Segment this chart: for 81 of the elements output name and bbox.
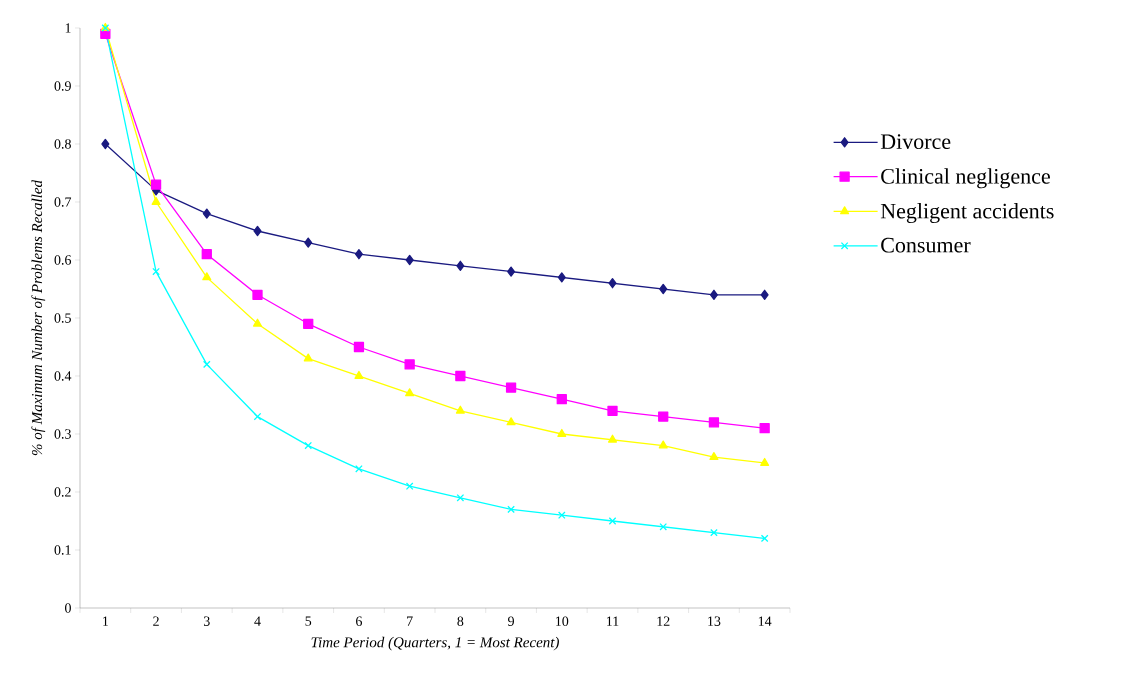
- x-tick-label: 9: [508, 616, 514, 626]
- point: [455, 405, 465, 414]
- point: [303, 353, 313, 362]
- point: [557, 272, 566, 283]
- x-tick-label: 10: [556, 616, 569, 626]
- legend-label: Negligent accidents: [880, 203, 1054, 224]
- legend-label: Divorce: [880, 134, 951, 150]
- point: [507, 505, 515, 514]
- point: [556, 394, 567, 405]
- point: [608, 517, 617, 525]
- point: [608, 278, 617, 289]
- point: [152, 267, 160, 276]
- x-tick-label: 13: [708, 616, 721, 626]
- point: [202, 208, 211, 219]
- point: [355, 464, 363, 473]
- x-tick-label: 6: [356, 616, 363, 626]
- y-tick-label: 0.7: [54, 197, 72, 207]
- x-axis-title: Time Period (Quarters, 1 = Most Recent): [311, 636, 559, 651]
- point: [201, 249, 212, 260]
- point: [405, 388, 415, 397]
- x-tick-label: 2: [153, 616, 159, 626]
- point: [658, 411, 669, 422]
- point: [557, 428, 567, 437]
- x-tick-label: 7: [407, 616, 413, 626]
- point: [202, 272, 212, 281]
- point: [151, 196, 161, 205]
- y-tick-label: 0.2: [54, 487, 71, 497]
- point: [708, 417, 720, 428]
- point: [759, 423, 770, 434]
- point: [404, 359, 415, 370]
- point: [710, 528, 718, 537]
- x-tick-label: 5: [305, 616, 312, 626]
- x-tick-label: 11: [607, 616, 619, 626]
- x-tick-label: 14: [758, 616, 772, 626]
- point: [658, 440, 668, 449]
- point: [304, 441, 313, 450]
- x-tick-label: 4: [254, 616, 261, 626]
- y-tick-label: 0.1: [54, 545, 71, 555]
- point: [253, 225, 262, 237]
- point: [505, 382, 517, 393]
- y-tick-label: 0: [65, 603, 71, 613]
- point: [709, 452, 719, 461]
- point: [507, 266, 516, 277]
- point: [405, 482, 414, 491]
- x-tick-label: 3: [203, 616, 210, 626]
- point: [506, 417, 516, 426]
- point: [659, 283, 668, 295]
- point: [456, 493, 465, 502]
- point: [252, 318, 263, 327]
- legend-label: Clinical negligence: [881, 168, 1050, 189]
- y-tick-label: 0.5: [54, 313, 71, 323]
- point: [709, 289, 718, 300]
- point: [304, 237, 313, 248]
- point: [354, 249, 363, 260]
- x-tick-label: 12: [657, 616, 670, 626]
- point: [150, 179, 162, 190]
- point: [202, 360, 211, 369]
- point: [354, 370, 364, 379]
- point: [253, 412, 262, 421]
- y-axis-title: % of Maximum Number of Problems Recalled: [31, 179, 46, 456]
- y-tick-label: 0.4: [54, 371, 72, 381]
- x-tick-label: 8: [457, 616, 464, 626]
- point: [252, 289, 263, 300]
- point: [760, 289, 769, 300]
- legend-label: Consumer: [881, 237, 971, 253]
- point: [101, 138, 110, 150]
- point: [456, 260, 465, 271]
- y-tick-label: 0.3: [54, 429, 71, 439]
- y-tick-label: 0.6: [54, 255, 72, 265]
- y-tick-label: 1: [65, 23, 71, 33]
- point: [405, 254, 414, 266]
- x-tick-label: 1: [103, 616, 109, 626]
- point: [760, 457, 770, 466]
- point: [607, 434, 618, 443]
- y-tick-label: 0.9: [54, 81, 71, 91]
- point: [455, 370, 466, 382]
- point: [353, 341, 365, 353]
- y-tick-label: 0.8: [54, 139, 71, 149]
- point: [760, 534, 769, 543]
- point: [303, 318, 314, 329]
- point: [607, 405, 618, 416]
